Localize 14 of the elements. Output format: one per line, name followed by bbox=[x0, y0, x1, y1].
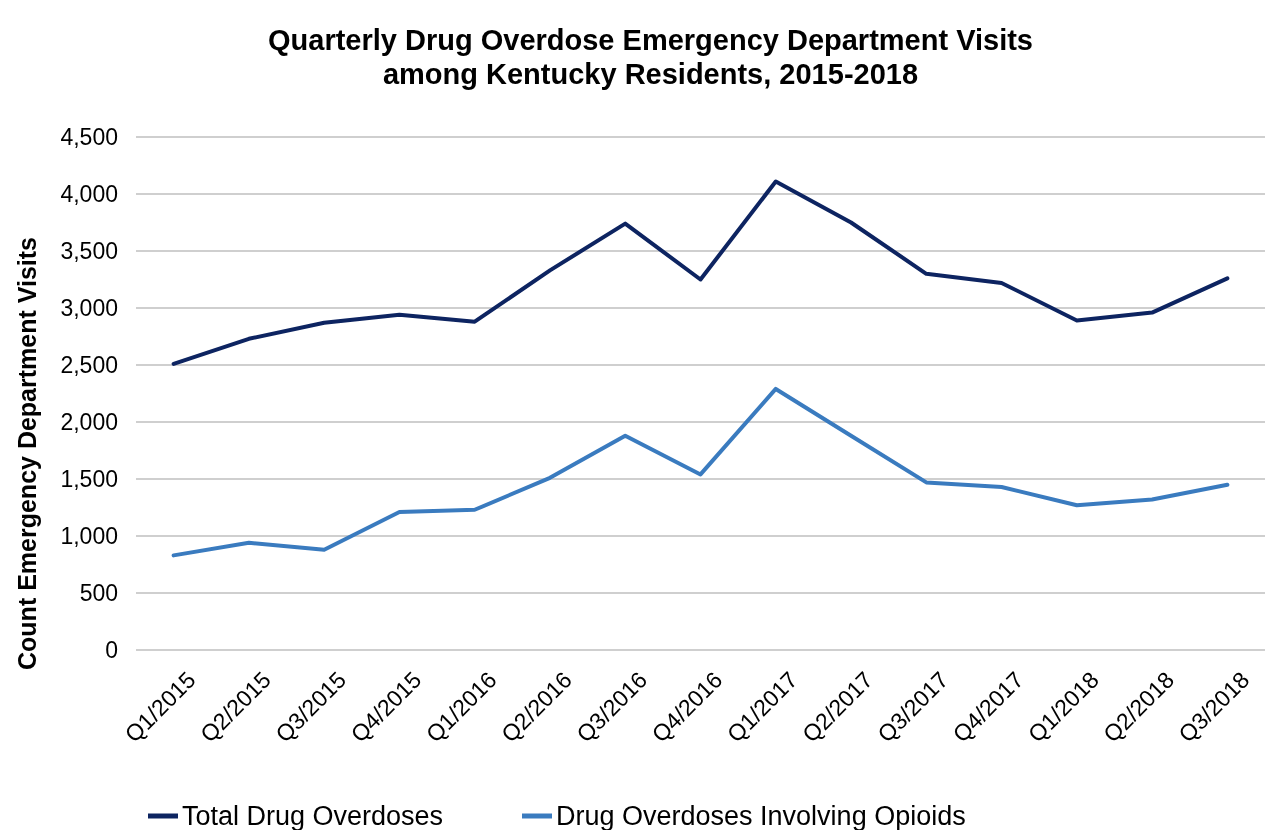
y-tick-label: 3,500 bbox=[60, 238, 118, 265]
line-series bbox=[171, 386, 1230, 558]
line-series bbox=[171, 179, 1230, 366]
y-tick-label: 1,000 bbox=[60, 523, 118, 550]
y-tick-label: 500 bbox=[79, 580, 118, 607]
y-axis-title: Count Emergency Department Visits bbox=[13, 237, 41, 670]
y-tick-label: 4,500 bbox=[60, 124, 118, 151]
y-tick-label: 2,500 bbox=[60, 352, 118, 379]
y-tick-label: 4,000 bbox=[60, 181, 118, 208]
y-tick-label: 3,000 bbox=[60, 295, 118, 322]
y-tick-label: 0 bbox=[105, 637, 118, 664]
y-tick-label: 1,500 bbox=[60, 466, 118, 493]
y-tick-label: 2,000 bbox=[60, 409, 118, 436]
chart-title: Quarterly Drug Overdose Emergency Department Visits among Kentucky Residents, 2015-2018 bbox=[267, 24, 1034, 90]
